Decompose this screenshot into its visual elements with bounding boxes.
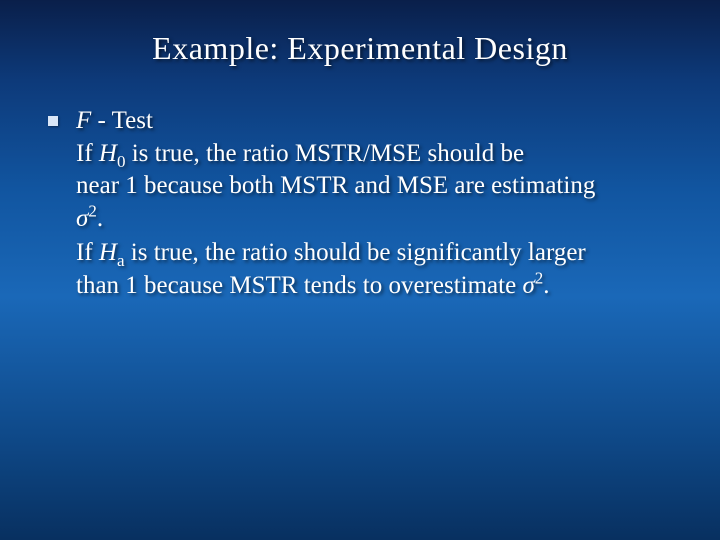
heading-line: F - Test [76, 105, 595, 138]
slide-title: Example: Experimental Design [46, 30, 674, 67]
p2-sup2: 2 [535, 268, 544, 287]
p1-sigma: σ [76, 205, 88, 232]
paragraph-2-line-1: If Ha is true, the ratio should be signi… [76, 237, 595, 270]
p1-sup2: 2 [88, 201, 97, 220]
p1-H: H [99, 140, 117, 167]
p1-rest1: is true, the ratio MSTR/MSE should be [125, 140, 524, 167]
heading-rest: - Test [91, 107, 153, 134]
p2-rest1: is true, the ratio should be significant… [125, 239, 586, 266]
f-variable: F [76, 107, 91, 134]
p2-sigma: σ [522, 272, 534, 299]
paragraph-1-line-2: near 1 because both MSTR and MSE are est… [76, 170, 595, 203]
bullet-icon [48, 116, 58, 126]
p1-if: If [76, 140, 99, 167]
p2-H: H [99, 239, 117, 266]
p2-line2a: than 1 because MSTR tends to overestimat… [76, 272, 522, 299]
content-block: F - Test If H0 is true, the ratio MSTR/M… [76, 105, 595, 302]
paragraph-2-line-2: than 1 because MSTR tends to overestimat… [76, 270, 595, 303]
slide: Example: Experimental Design F - Test If… [0, 0, 720, 540]
p1-period: . [97, 205, 103, 232]
paragraph-1-line-3: σ2. [76, 203, 595, 236]
slide-body: F - Test If H0 is true, the ratio MSTR/M… [46, 105, 674, 302]
p2-period: . [543, 272, 549, 299]
paragraph-1-line-1: If H0 is true, the ratio MSTR/MSE should… [76, 138, 595, 171]
p2-if: If [76, 239, 99, 266]
p2-suba: a [117, 251, 125, 270]
